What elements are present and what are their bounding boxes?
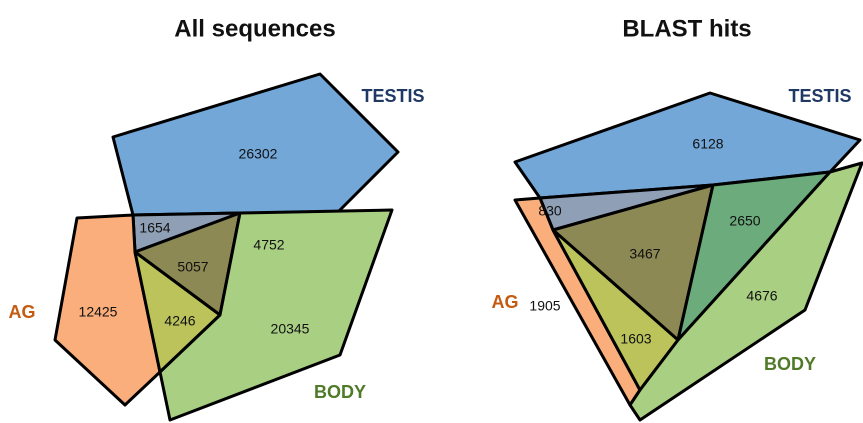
- set-label: BODY: [764, 354, 816, 374]
- region-count: 1603: [620, 331, 651, 347]
- region-count: 3467: [629, 246, 660, 262]
- region-count: 20345: [271, 321, 310, 337]
- region-count: 4676: [746, 288, 777, 304]
- set-label: AG: [9, 302, 36, 322]
- region-count: 12425: [79, 304, 118, 320]
- region-count: 830: [538, 203, 562, 219]
- region: [158, 208, 394, 422]
- set-label: AG: [492, 292, 519, 312]
- panel-title: All sequences: [174, 15, 335, 42]
- region-count: 4752: [253, 237, 284, 253]
- panel-title: BLAST hits: [622, 15, 751, 42]
- set-label: TESTIS: [361, 86, 424, 106]
- set-label: BODY: [314, 382, 366, 402]
- region-count: 2650: [729, 213, 760, 229]
- region-count: 6128: [692, 136, 723, 152]
- region-count: 4246: [164, 313, 195, 329]
- region-count: 26302: [239, 146, 278, 162]
- set-label: TESTIS: [788, 86, 851, 106]
- venn-panel: 26302 1654 5057 4752 12425 4246 20345 TESTIS AG B…: [9, 15, 425, 422]
- region: [111, 72, 400, 217]
- region-count: 1905: [529, 298, 560, 314]
- region-count: 5057: [177, 259, 208, 275]
- venn-panel: 6128 830 3467 2650 1905 1603 4676 TESTIS AG BODY B…: [492, 15, 863, 422]
- region: [628, 161, 863, 422]
- region-count: 1654: [139, 220, 170, 236]
